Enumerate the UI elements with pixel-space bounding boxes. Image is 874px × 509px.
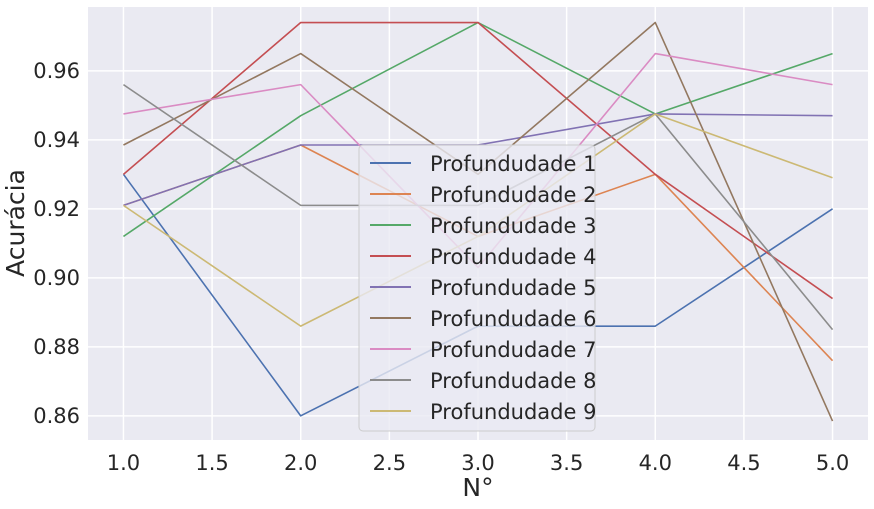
x-tick-label: 2.0 <box>284 451 317 475</box>
x-tick-label: 1.0 <box>107 451 140 475</box>
x-tick-label: 3.0 <box>461 451 494 475</box>
legend-label: Profundudade 9 <box>430 400 596 424</box>
y-axis-ticks: 0.86 0.88 0.90 0.92 0.94 0.96 <box>33 59 80 428</box>
x-tick-label: 4.5 <box>727 451 760 475</box>
x-tick-label: 4.0 <box>639 451 672 475</box>
x-axis-label: N° <box>462 473 493 502</box>
x-tick-label: 5.0 <box>816 451 849 475</box>
y-tick-label: 0.96 <box>33 59 80 83</box>
legend-label: Profundudade 6 <box>430 307 596 331</box>
x-axis-ticks: 1.0 1.5 2.0 2.5 3.0 3.5 4.0 4.5 5.0 <box>107 451 849 475</box>
legend-frame <box>358 144 596 432</box>
legend-label: Profundudade 4 <box>430 245 596 269</box>
x-tick-label: 1.5 <box>195 451 228 475</box>
legend-label: Profundudade 7 <box>430 338 596 362</box>
y-tick-label: 0.88 <box>33 335 80 359</box>
legend-label: Profundudade 1 <box>430 152 596 176</box>
legend-label: Profundudade 5 <box>430 276 596 300</box>
y-axis-label: Acurácia <box>1 169 30 277</box>
y-tick-label: 0.90 <box>33 266 80 290</box>
x-tick-label: 3.5 <box>550 451 583 475</box>
y-tick-label: 0.92 <box>33 197 80 221</box>
legend: Profundudade 1 Profundudade 2 Profundudade… <box>358 144 596 432</box>
y-tick-label: 0.86 <box>33 404 80 428</box>
legend-label: Profundudade 2 <box>430 183 596 207</box>
series-line-4 <box>122 21 834 300</box>
x-tick-label: 2.5 <box>373 451 406 475</box>
legend-label: Profundudade 3 <box>430 214 596 238</box>
y-tick-label: 0.94 <box>33 128 80 152</box>
legend-label: Profundudade 8 <box>430 369 596 393</box>
